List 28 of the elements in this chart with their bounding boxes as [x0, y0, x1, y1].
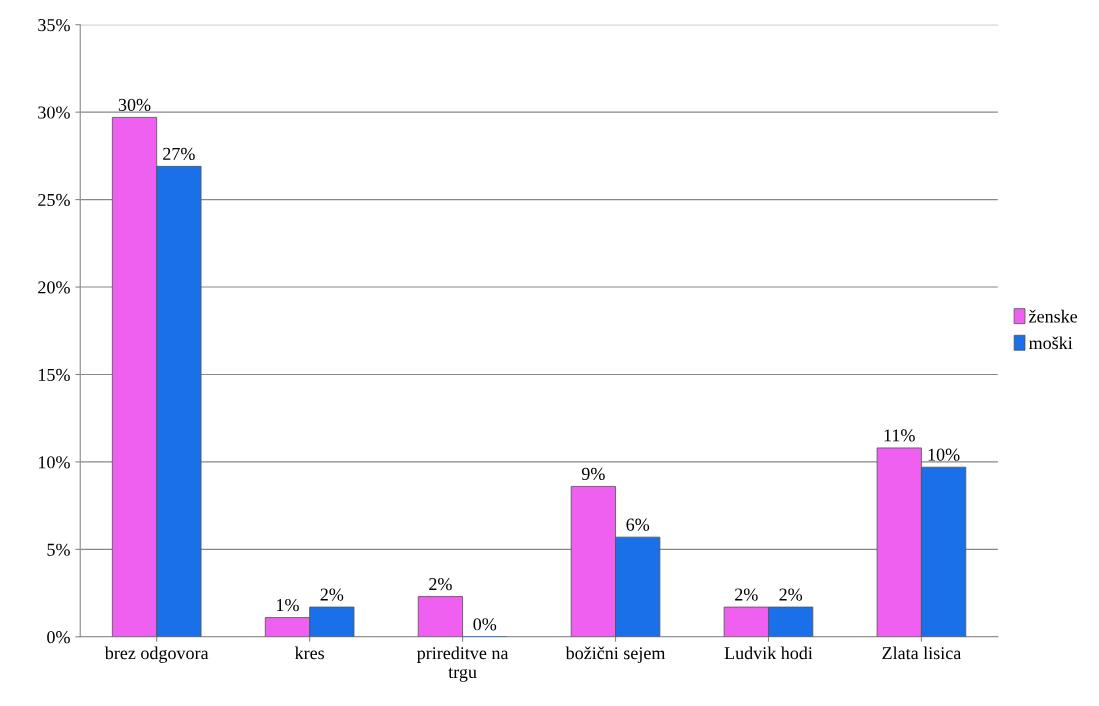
data-label: 2% [735, 588, 758, 601]
x-tick-label: brez odgovora [104, 646, 209, 663]
y-tick-label: 20% [38, 281, 70, 294]
y-tick-label: 35% [38, 18, 70, 32]
data-label: 30% [118, 98, 151, 112]
y-tick-label: 10% [39, 456, 70, 469]
data-label: 10% [928, 448, 960, 461]
data-label: 9% [581, 467, 605, 481]
x-tick-label: Ludvik hodi [724, 646, 813, 660]
legend-label: moški [1028, 336, 1073, 350]
data-label: 11% [884, 429, 915, 442]
x-tick-label: Zlata lisica [882, 646, 962, 660]
x-tick-label: kres [294, 646, 325, 660]
data-label: 2% [779, 588, 803, 601]
data-label: 27% [163, 147, 195, 160]
data-label: 0% [473, 618, 497, 631]
y-tick-label: 25% [38, 193, 70, 207]
y-tick-label: 0% [47, 631, 70, 644]
data-label: 2% [429, 577, 452, 591]
data-label: 1% [277, 598, 299, 612]
x-tick-label: božični sejem [565, 646, 666, 663]
legend-label: ženske [1029, 309, 1078, 323]
y-tick-label: 30% [38, 106, 70, 119]
y-tick-label: 15% [39, 368, 70, 381]
data-label: 2% [320, 588, 344, 601]
data-label: 6% [626, 518, 650, 531]
x-tick-label: prireditve na trgu [417, 646, 509, 682]
y-tick-label: 5% [47, 543, 70, 556]
